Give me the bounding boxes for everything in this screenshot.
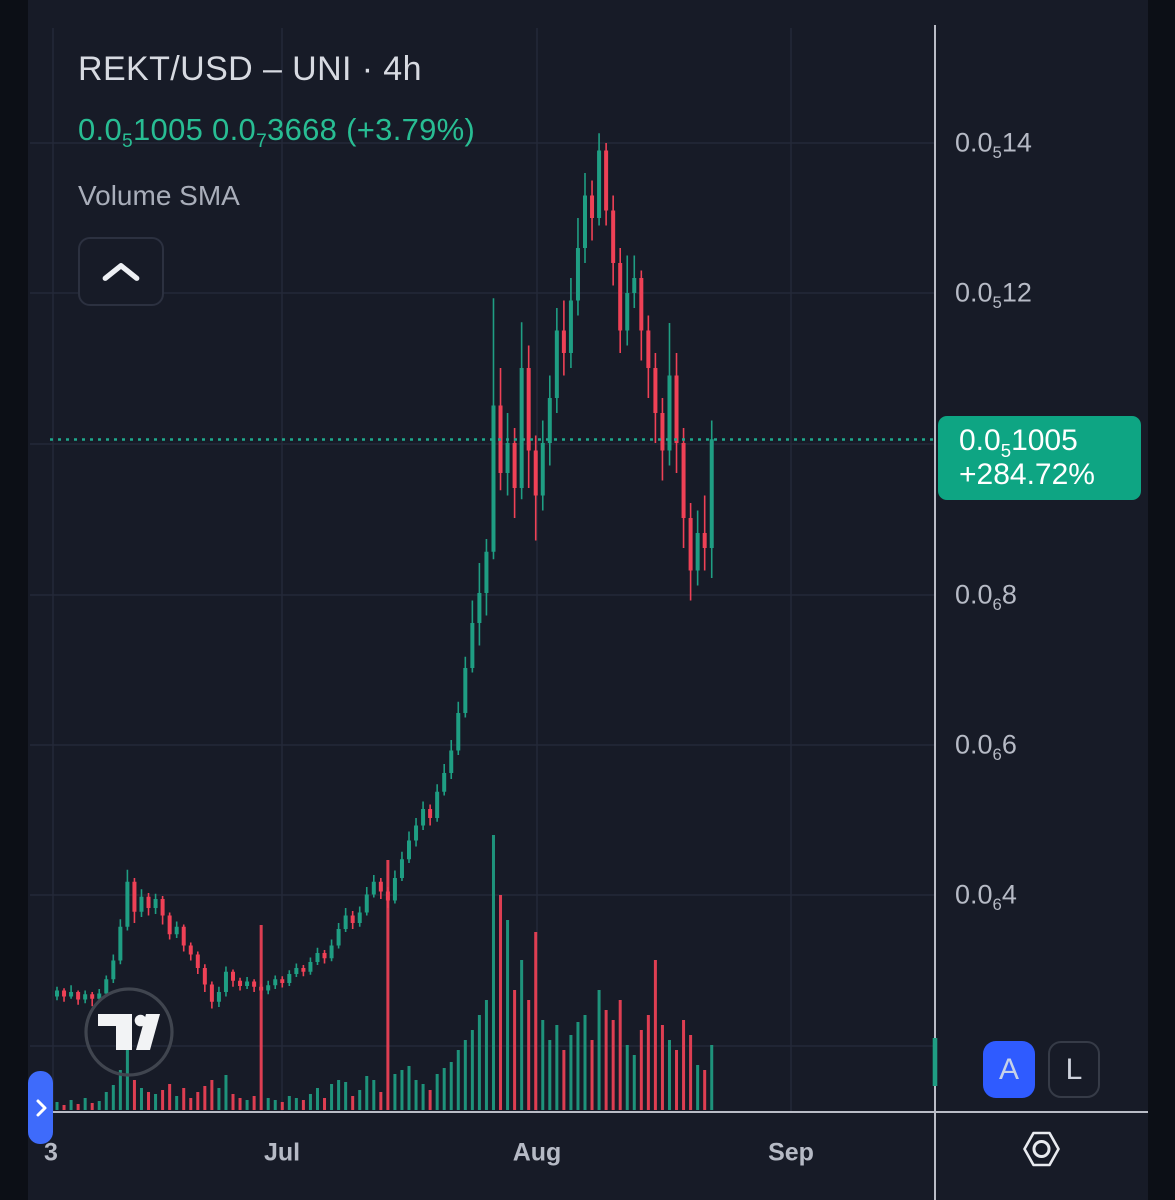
volume-axis-marker xyxy=(932,1038,938,1086)
volume-bars xyxy=(55,835,714,1110)
time-axis-label: Aug xyxy=(512,1138,562,1167)
candles xyxy=(55,133,714,1009)
price-axis-label: 0.064 xyxy=(955,879,1017,914)
time-axis-label: Sep xyxy=(768,1138,814,1167)
current-price-change: +284.72% xyxy=(959,458,1095,491)
auto-scale-button[interactable]: A xyxy=(983,1041,1035,1098)
current-price-value: 0.051005 xyxy=(959,424,1078,461)
tradingview-logo xyxy=(84,987,174,1077)
indicator-label: Volume SMA xyxy=(78,180,240,211)
price-axis-label: 0.0512 xyxy=(955,277,1032,312)
log-scale-button[interactable]: L xyxy=(1048,1041,1100,1098)
price-axis-label: 0.066 xyxy=(955,729,1017,764)
gridlines xyxy=(30,28,935,1112)
chart-widget xyxy=(28,0,1148,1200)
open-panel-handle[interactable] xyxy=(28,1071,53,1144)
hexagon-settings-icon[interactable] xyxy=(1017,1127,1066,1176)
time-axis-label: Jul xyxy=(263,1138,301,1167)
current-price-label: 0.051005 +284.72% xyxy=(938,416,1141,500)
price-axis-label: 0.068 xyxy=(955,579,1017,614)
time-axis-label: 3 xyxy=(44,1138,58,1167)
chevron-up-icon xyxy=(102,262,140,281)
chevron-right-icon xyxy=(36,1099,46,1116)
collapse-legend-button[interactable] xyxy=(78,237,164,306)
price-change-readout: 0.051005 0.073668 (+3.79%) xyxy=(78,112,476,153)
price-axis-label: 0.0514 xyxy=(955,127,1032,162)
symbol-title: REKT/USD – UNI · 4h xyxy=(78,50,422,88)
